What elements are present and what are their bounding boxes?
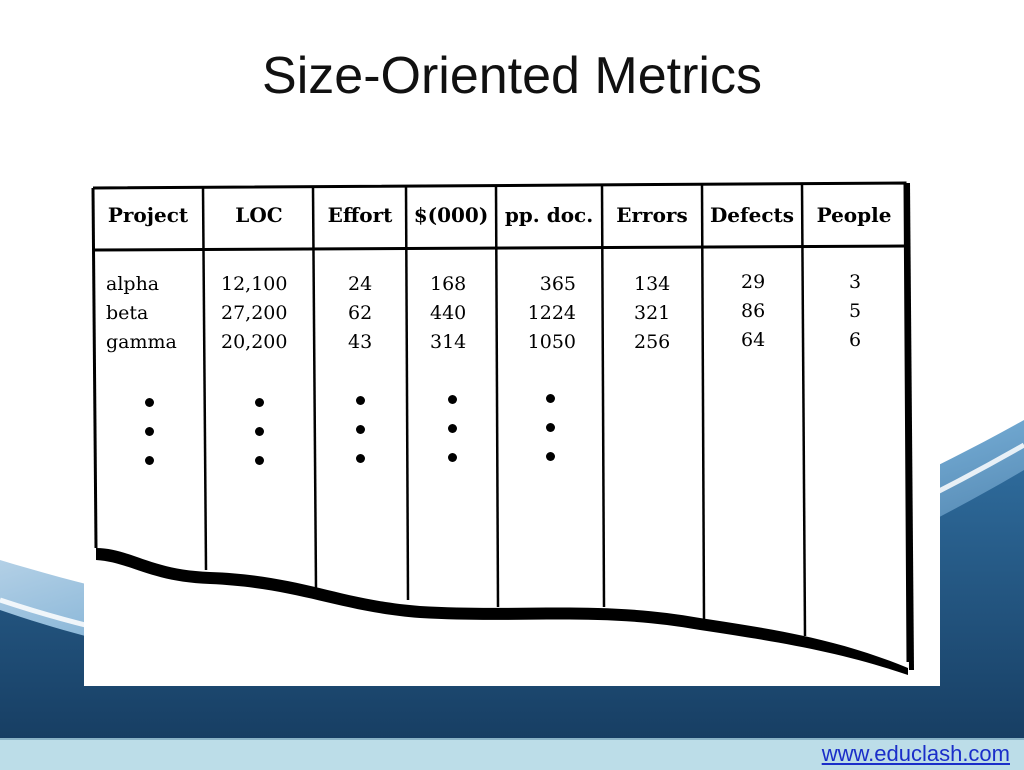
continuation-dots-effort xyxy=(356,396,368,483)
header-defects: Defects xyxy=(709,203,795,227)
header-cost: $(000) xyxy=(413,203,489,227)
header-project: Project xyxy=(107,203,189,227)
table-cell: 20,200 xyxy=(221,331,288,353)
header-loc: LOC xyxy=(235,203,283,227)
table-cell: 321 xyxy=(634,302,671,324)
table-cell: 62 xyxy=(348,302,373,324)
column-effort: 24 62 43 xyxy=(348,270,372,357)
column-pp-doc: 365 1224 1050 xyxy=(522,270,576,357)
column-loc: 12,100 27,200 20,200 xyxy=(221,270,287,357)
table-cell: gamma xyxy=(106,331,177,353)
slide-title: Size-Oriented Metrics xyxy=(262,47,762,105)
header-effort: Effort xyxy=(327,203,393,227)
table-cell: 134 xyxy=(634,273,671,295)
table-cell: beta xyxy=(106,302,149,324)
column-project: alpha beta gamma xyxy=(106,270,177,357)
table-cell: alpha xyxy=(106,273,160,295)
continuation-dots-loc xyxy=(255,398,267,485)
continuation-dots-pp-doc xyxy=(546,394,558,481)
continuation-dots-cost xyxy=(448,395,460,482)
column-defects: 29 86 64 xyxy=(741,268,765,355)
continuation-dots-project xyxy=(145,398,157,485)
table-cell: 5 xyxy=(849,300,862,322)
table-cell: 12,100 xyxy=(221,273,288,295)
table-cell: 27,200 xyxy=(221,302,288,324)
footer-bar xyxy=(0,738,1024,770)
table-cell: 86 xyxy=(741,300,766,322)
table-cell: 256 xyxy=(634,331,671,353)
table-cell: 365 xyxy=(539,273,576,295)
header-people: People xyxy=(816,203,892,227)
table-cell: 440 xyxy=(430,302,467,324)
column-errors: 134 321 256 xyxy=(634,270,670,357)
table-cell: 1050 xyxy=(527,331,576,353)
table-cell: 29 xyxy=(741,271,766,293)
table-cell: 24 xyxy=(348,273,373,295)
table-cell: 3 xyxy=(849,271,862,293)
figure-panel xyxy=(84,134,940,686)
column-cost: 168 440 314 xyxy=(430,270,466,357)
header-pp-doc: pp. doc. xyxy=(504,203,594,227)
table-cell: 314 xyxy=(430,331,467,353)
table-cell: 1224 xyxy=(527,302,576,324)
table-cell: 6 xyxy=(849,329,862,351)
column-people: 3 5 6 xyxy=(849,268,861,355)
table-cell: 64 xyxy=(741,329,766,351)
table-cell: 168 xyxy=(430,273,467,295)
table-cell: 43 xyxy=(348,331,373,353)
footer-website-link[interactable]: www.educlash.com xyxy=(821,741,1010,766)
header-errors: Errors xyxy=(616,203,688,227)
